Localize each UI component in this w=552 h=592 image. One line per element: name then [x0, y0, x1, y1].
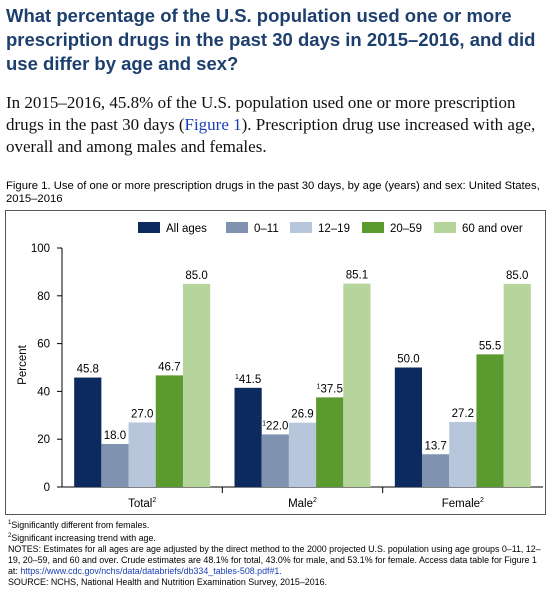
value-label-text: 27.2 — [452, 408, 474, 420]
notes: NOTES: Estimates for all ages are age ad… — [8, 544, 546, 577]
x-tick-label: Male2 — [288, 497, 317, 510]
bar — [182, 283, 211, 487]
category-note: 2 — [152, 497, 156, 504]
y-tick-label: 20 — [37, 434, 50, 446]
value-label: 141.5 — [235, 374, 261, 386]
value-note: 1 — [235, 374, 239, 381]
value-label: 46.7 — [158, 361, 180, 373]
bar — [288, 422, 317, 487]
legend-label: 20–59 — [390, 223, 422, 235]
source: SOURCE: NCHS, National Health and Nutrit… — [8, 576, 328, 587]
bar — [343, 283, 371, 487]
bar — [503, 283, 531, 487]
value-label-text: 85.0 — [185, 270, 207, 282]
value-label: 85.0 — [185, 270, 207, 282]
legend-label: 12–19 — [318, 223, 350, 235]
value-label: 122.0 — [262, 420, 288, 432]
value-label: 50.0 — [397, 354, 419, 366]
heading: What percentage of the U.S. population u… — [6, 5, 536, 74]
footnote-text: Significant increasing trend with age. — [11, 532, 156, 543]
value-label-text: 50.0 — [397, 354, 419, 366]
value-label-text: 18.0 — [104, 430, 126, 442]
y-tick-label: 100 — [31, 243, 50, 255]
value-label: 26.9 — [291, 409, 313, 421]
value-label-text: 27.0 — [131, 408, 153, 420]
x-tick-label: Total2 — [128, 497, 156, 510]
value-label-text: 13.7 — [424, 440, 446, 452]
text: NOTES: Estimates for all ages are age ad… — [8, 543, 541, 576]
value-label: 27.0 — [131, 408, 153, 420]
value-label-text: 85.0 — [506, 270, 528, 282]
bar — [234, 387, 262, 487]
bar — [261, 434, 289, 487]
value-label: 45.8 — [77, 364, 99, 376]
value-label-text: 46.7 — [158, 361, 180, 373]
footnote: 2Significant increasing trend with age. — [8, 531, 546, 544]
value-note: 1 — [317, 383, 321, 390]
legend-label: 0–11 — [254, 223, 279, 235]
footnote-mark: 2 — [8, 532, 12, 539]
bar — [128, 422, 156, 487]
value-label-text: 55.5 — [479, 340, 501, 352]
legend-swatch — [138, 222, 160, 233]
bar — [394, 367, 423, 487]
value-label: 85.0 — [506, 270, 528, 282]
figure-link[interactable]: Figure 1 — [184, 115, 242, 134]
value-label-text: 41.5 — [239, 374, 261, 386]
bar — [155, 375, 183, 487]
paragraph: In 2015–2016, 45.8% of the U.S. populati… — [6, 92, 546, 158]
value-label-text: 26.9 — [291, 409, 313, 421]
text: ). Prescription drug use increased with … — [6, 115, 536, 156]
category-note: 2 — [480, 497, 484, 504]
value-label: 137.5 — [317, 383, 343, 395]
category-label: Male — [288, 498, 313, 510]
value-label-text: 22.0 — [266, 420, 288, 432]
legend-swatch — [362, 222, 384, 233]
footnote-mark: 1 — [8, 520, 12, 526]
bar — [74, 377, 102, 487]
value-label: 27.2 — [452, 408, 474, 420]
footnote: 1Significantly different from females. — [8, 518, 546, 531]
footnote-text: Significantly different from females. — [11, 519, 150, 530]
value-label-text: 45.8 — [77, 364, 99, 376]
legend-swatch — [434, 222, 456, 233]
y-tick-label: 0 — [44, 482, 50, 494]
bar — [101, 443, 129, 487]
value-note: 1 — [262, 420, 266, 427]
category-label: Female — [442, 498, 480, 510]
data-link[interactable]: https://www.cdc.gov/nchs/data/databriefs… — [20, 565, 282, 576]
figure-caption: Figure 1. Use of one or more prescriptio… — [6, 180, 540, 205]
y-tick-label: 60 — [37, 339, 50, 351]
value-label: 85.1 — [346, 270, 368, 282]
bar — [316, 397, 344, 487]
text: In 2015–2016, 45.8% of the U.S. populati… — [6, 93, 516, 134]
legend-swatch — [226, 222, 248, 233]
y-tick-label: 40 — [37, 386, 50, 398]
category-label: Total — [128, 498, 152, 510]
value-label-text: 85.1 — [346, 270, 368, 282]
value-label: 13.7 — [424, 440, 446, 452]
value-label: 55.5 — [479, 340, 501, 352]
bar — [476, 354, 504, 487]
y-tick-label: 80 — [37, 291, 50, 303]
value-label-text: 37.5 — [320, 383, 342, 395]
value-label: 18.0 — [104, 430, 126, 442]
y-axis-label: Percent — [17, 344, 29, 384]
chart-frame — [5, 210, 546, 515]
bar — [422, 454, 450, 487]
legend-label: All ages — [166, 223, 207, 235]
category-note: 2 — [313, 497, 317, 504]
x-tick-label: Female2 — [442, 497, 484, 510]
legend-swatch — [290, 222, 312, 233]
legend-label: 60 and over — [462, 223, 523, 235]
chart: Percent 0 20 40 60 80 100 All ages 0–11 12–19 20–… — [5, 210, 546, 515]
footnotes: 1Significantly different from females. 2S… — [8, 518, 546, 588]
bar — [449, 421, 477, 487]
